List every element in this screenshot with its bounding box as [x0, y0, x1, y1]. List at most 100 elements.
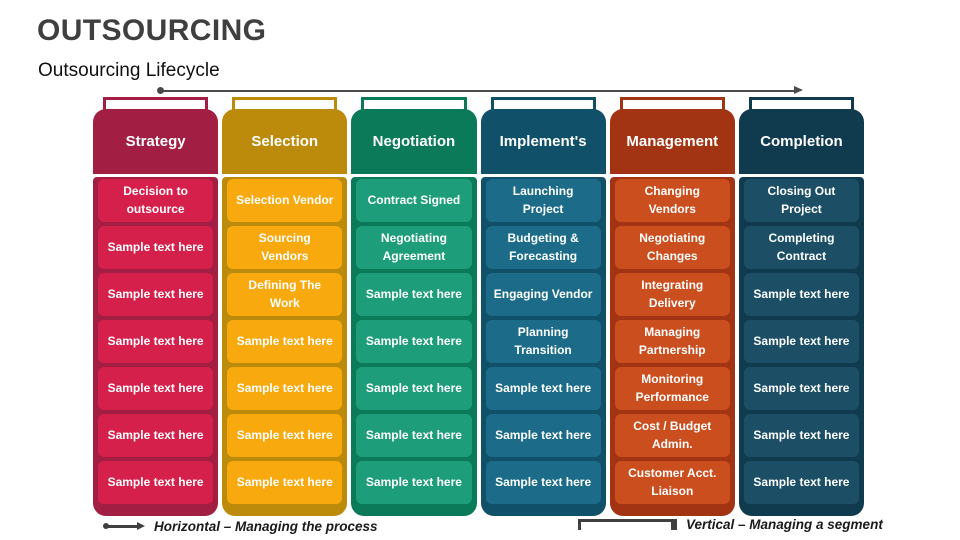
column-selection: Selection Selection Vendor Sourcing Vendo…: [222, 97, 348, 516]
column-header: Selection: [222, 109, 348, 174]
cell: Managing Partnership: [614, 320, 730, 363]
cell-text: Sample text here: [753, 333, 850, 348]
cell-text: Sample text here: [495, 380, 592, 395]
cell-text: Sample text here: [753, 286, 850, 301]
horizontal-arrow-icon: [103, 522, 145, 531]
legend-arrow-line: [105, 525, 139, 528]
cell: Sample text here: [227, 414, 343, 457]
cell: Contract Signed: [356, 179, 472, 222]
column-header-label: Strategy: [125, 133, 186, 150]
cell: Sample text here: [98, 414, 214, 457]
cell-text: Sample text here: [495, 427, 592, 442]
cell-text: Sample text here: [365, 474, 462, 489]
cell: Sample text here: [356, 414, 472, 457]
cell: Selection Vendor: [227, 179, 343, 222]
cell-text: Changing Vendors: [644, 184, 700, 216]
column-cells: Closing Out Project Completing Contract Sa…: [738, 177, 865, 516]
column-header: Completion: [738, 109, 865, 174]
column-completion: Completion Closing Out Project Completing…: [738, 97, 865, 516]
cell: Sample text here: [743, 273, 860, 316]
cell-text: Sample text here: [753, 427, 850, 442]
cell: Sample text here: [227, 320, 343, 363]
cell-text: Cost / Budget Admin.: [633, 419, 712, 451]
cell: Launching Project: [485, 179, 601, 222]
cell: Sample text here: [98, 461, 214, 504]
cell-text: Contract Signed: [367, 192, 461, 207]
cell: Sourcing Vendors: [227, 226, 343, 269]
cell: Sample text here: [485, 461, 601, 504]
segment-bracket-icon: [578, 519, 677, 530]
cell: Decision to outsource: [98, 179, 214, 222]
cell-text: Sample text here: [365, 380, 462, 395]
column-header: Management: [609, 109, 735, 174]
cell-text: Negotiating Changes: [639, 231, 706, 263]
arrow-line: [160, 89, 796, 92]
column-cells: Contract Signed Negotiating Agreement Samp…: [351, 177, 477, 516]
cell-text: Sample text here: [236, 380, 333, 395]
cell-text: Launching Project: [512, 184, 574, 216]
cell-text: Closing Out Project: [767, 184, 836, 216]
column-strategy: Strategy Decision to outsource Sample tex…: [93, 97, 219, 516]
legend-vertical-label: Vertical – Managing a segment: [686, 517, 883, 532]
cell-text: Sample text here: [753, 474, 850, 489]
cell: Sample text here: [98, 367, 214, 410]
cell: Planning Transition: [485, 320, 601, 363]
cell-text: Decision to outsource: [123, 184, 188, 216]
column-header: Negotiation: [351, 109, 477, 174]
process-flow-arrow: [157, 86, 803, 96]
cell: Completing Contract: [743, 226, 860, 269]
cell-text: Sample text here: [753, 380, 850, 395]
page-title: OUTSOURCING: [37, 14, 267, 47]
cell: Negotiating Agreement: [356, 226, 472, 269]
cell-text: Sample text here: [107, 333, 204, 348]
column-header-label: Completion: [760, 133, 843, 150]
legend-horizontal-label: Horizontal – Managing the process: [154, 519, 378, 534]
column-header-label: Selection: [251, 133, 319, 150]
cell-text: Negotiating Agreement: [380, 231, 447, 263]
cell: Sample text here: [356, 461, 472, 504]
column-cells: Decision to outsource Sample text here Sam…: [93, 177, 219, 516]
column-header: Implement's: [480, 109, 606, 174]
legend-arrow-head-icon: [137, 522, 145, 530]
column-implement-s: Implement's Launching Project Budgeting &…: [480, 97, 606, 516]
cell-text: Sample text here: [236, 427, 333, 442]
page-subtitle: Outsourcing Lifecycle: [38, 60, 220, 81]
cell-text: Selection Vendor: [236, 192, 334, 207]
column-header: Strategy: [93, 109, 219, 174]
column-header-label: Management: [626, 133, 719, 150]
cell: Engaging Vendor: [485, 273, 601, 316]
cell: Negotiating Changes: [614, 226, 730, 269]
cell-text: Planning Transition: [514, 325, 572, 357]
cell-text: Budgeting & Forecasting: [507, 231, 579, 263]
cell: Changing Vendors: [614, 179, 730, 222]
cell: Sample text here: [227, 367, 343, 410]
cell-text: Sample text here: [236, 333, 333, 348]
legend-vertical: Vertical – Managing a segment: [578, 517, 883, 532]
column-cells: Launching Project Budgeting & Forecasting…: [480, 177, 606, 516]
cell: Sample text here: [98, 226, 214, 269]
column-cells: Changing Vendors Negotiating Changes Integ…: [609, 177, 735, 516]
cell-text: Sample text here: [236, 474, 333, 489]
cell: Sample text here: [743, 320, 860, 363]
cell: Sample text here: [356, 320, 472, 363]
cell: Customer Acct. Liaison: [614, 461, 730, 504]
column-management: Management Changing Vendors Negotiating C…: [609, 97, 735, 516]
cell-text: Sample text here: [365, 286, 462, 301]
cell-text: Sample text here: [495, 474, 592, 489]
cell-text: Sample text here: [107, 239, 204, 254]
arrow-head-icon: [794, 86, 803, 94]
cell: Sample text here: [743, 414, 860, 457]
column-negotiation: Negotiation Contract Signed Negotiating A…: [351, 97, 477, 516]
cell-text: Integrating Delivery: [641, 278, 704, 310]
cell: Defining The Work: [227, 273, 343, 316]
cell: Sample text here: [356, 367, 472, 410]
cell: Sample text here: [743, 461, 860, 504]
cell: Sample text here: [227, 461, 343, 504]
cell-text: Sample text here: [107, 427, 204, 442]
cell-text: Completing Contract: [768, 231, 835, 263]
cell: Sample text here: [485, 414, 601, 457]
cell-text: Engaging Vendor: [493, 286, 593, 301]
cell-text: Defining The Work: [248, 278, 322, 310]
cell-text: Monitoring Performance: [635, 372, 709, 404]
column-cells: Selection Vendor Sourcing Vendors Defining…: [222, 177, 348, 516]
